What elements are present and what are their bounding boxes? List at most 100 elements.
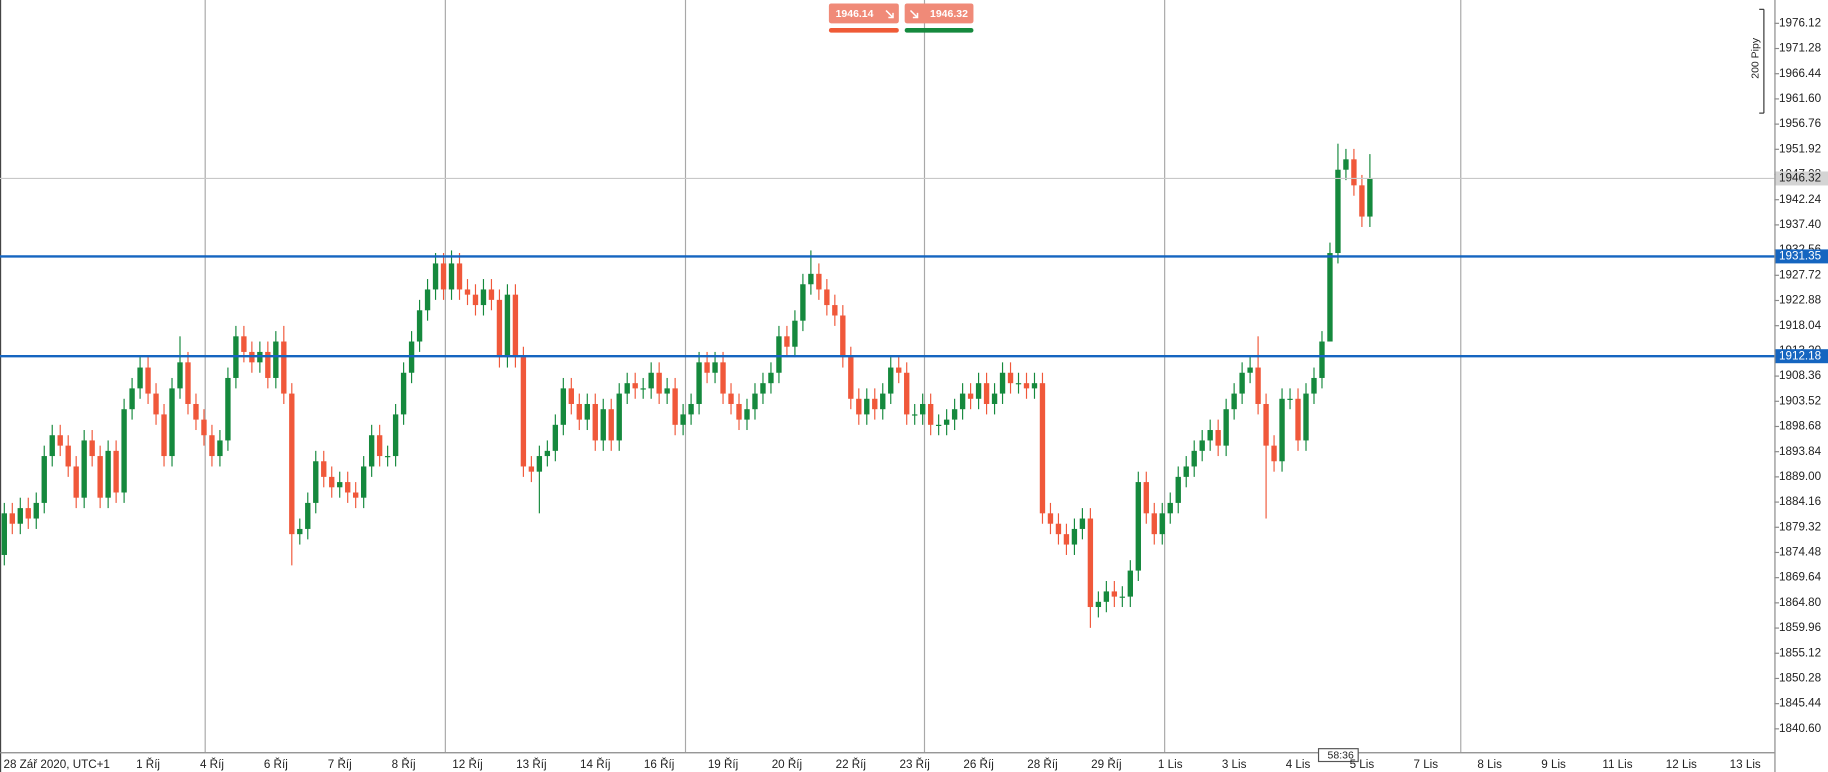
candle-body [912,414,918,416]
y-tick-label: 1898.68 [1779,420,1821,433]
candle-body [552,424,559,451]
candle-body [1055,523,1062,535]
candle-body [528,466,535,472]
candle-body [321,461,327,477]
candle-body [664,388,670,394]
candle-body [392,414,399,457]
candle-body [305,502,311,529]
candle-body [376,435,383,457]
candle-body [456,263,463,290]
candle-body [983,383,990,404]
sell-button[interactable] [828,3,899,24]
candle-body [448,263,455,290]
candle-body [560,388,567,425]
candle-body [584,403,590,420]
x-tick-label: 7 Říj [328,758,352,771]
candle-body [1143,482,1149,514]
candle-body [9,513,15,524]
candle-body [488,289,495,300]
candle-body [943,419,950,425]
candle-body [273,341,279,378]
candle-body [121,409,127,493]
candle-body [672,388,678,425]
candle-body [632,383,638,389]
candle-body [1319,341,1325,378]
y-tick-label: 1855.12 [1779,646,1821,659]
candle-body [656,372,662,394]
candle-body [1191,450,1197,467]
candle-body [1279,398,1285,462]
candle-body [193,403,199,420]
x-tick-label: 28 Říj [1027,758,1057,771]
y-tick-label: 1874.48 [1779,546,1821,559]
last-price-label: 1946.32 [1779,172,1821,185]
candle-body [824,289,830,306]
x-tick-label: 29 Říj [1091,758,1121,771]
buy-button[interactable] [904,3,974,24]
candle-body [1087,518,1094,608]
candle-body [33,502,39,519]
x-tick-label: 1 Říj [136,758,160,771]
candle-body [920,403,926,415]
sell-bar [828,27,899,33]
arrow-icon [909,9,919,19]
candle-body [792,320,798,347]
level-box [1775,349,1828,364]
candle-body [1119,596,1126,598]
candle-body [728,393,734,404]
candle-body [927,403,934,425]
candle-body [504,294,511,358]
candle-body [1175,476,1181,503]
candle-body [688,403,694,415]
x-tick-label: 4 Lis [1286,758,1311,771]
candle-body [967,393,974,399]
candle-body [1,513,7,555]
candle-body [1351,159,1357,186]
candle-body [265,351,271,378]
candle-body [1167,502,1173,514]
candle-body [752,393,758,410]
candle-body [65,445,71,467]
y-tick-label: 1859.96 [1779,621,1821,634]
candle-body [1327,253,1333,342]
candle-body [161,414,167,457]
candle-body [97,456,103,498]
candle-body [1215,430,1221,446]
y-tick-label: 1951.92 [1779,142,1821,155]
candle-body [89,440,95,457]
candle-body [1127,570,1133,597]
x-tick-label: 4 Říj [200,758,224,771]
buy-price: 1946.32 [930,9,968,20]
candle-body [1295,398,1301,441]
candle-body [345,482,351,493]
scale-bracket: 200 Pipy [1750,8,1765,114]
y-tick-label: 1889.00 [1779,470,1822,483]
candle-body [1343,159,1349,170]
candle-body [832,305,838,316]
arrow-icon [885,9,894,19]
candle-body [400,372,407,415]
candle-body [185,362,191,404]
candle-body [1007,372,1014,384]
candle-body [353,492,359,498]
candle-body [440,263,447,290]
candle-body [999,372,1006,394]
candle-body [1239,372,1245,394]
candle-body [1255,367,1261,404]
candle-body [1311,377,1317,394]
candle-body [384,456,391,458]
trade-buttons: 1946.14 1946.32 [828,3,974,33]
y-tick-label: 1869.64 [1779,571,1822,584]
candle-body [624,383,630,394]
candle-body [1199,440,1205,451]
candle-body [416,310,423,342]
candle-body [209,435,215,457]
candle-body [281,341,287,394]
candle-body [17,508,23,524]
candle-body [512,294,519,358]
y-tick-label: 1893.84 [1779,445,1822,458]
candle-body [313,461,319,503]
